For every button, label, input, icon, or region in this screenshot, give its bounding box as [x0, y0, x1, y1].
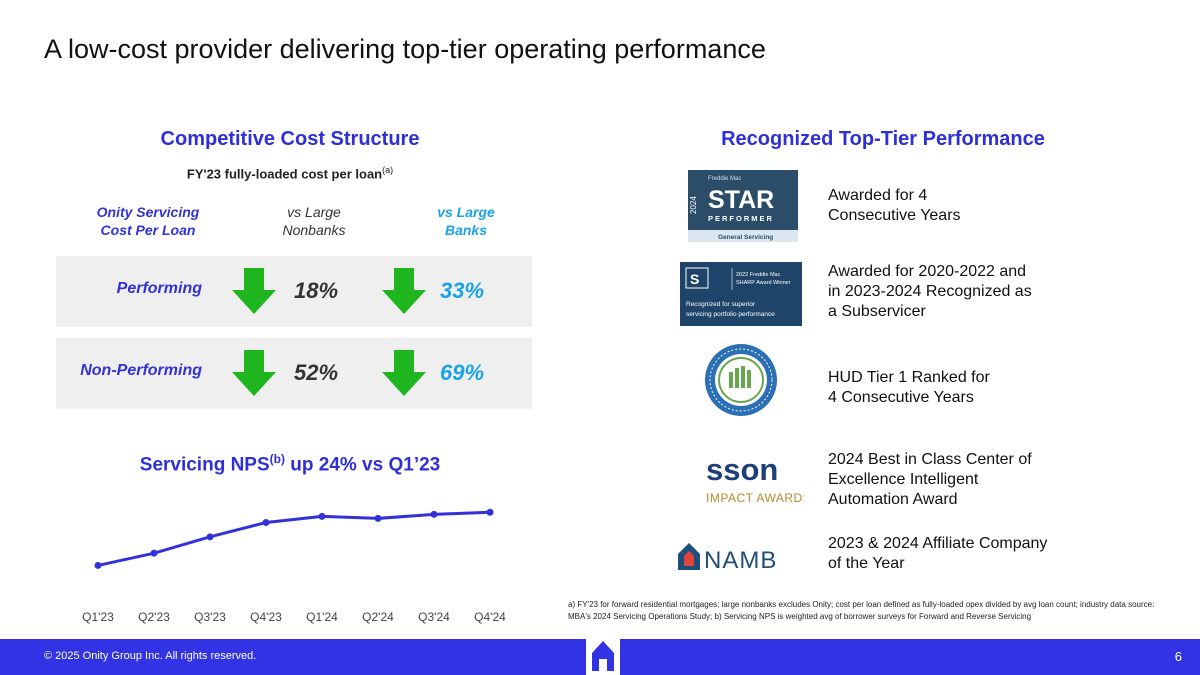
award-text: Awarded for 2020-2022 and in 2023-2024 R…	[828, 263, 1032, 320]
row-non-performing: Non-Performing 52% 69%	[56, 338, 532, 409]
row-performing: Performing 18% 33%	[56, 256, 532, 327]
down-arrow-icon	[382, 350, 426, 396]
recognition-heading: Recognized Top-Tier Performance	[721, 128, 1045, 150]
svg-text:S: S	[690, 271, 699, 287]
freddie-mac-sharp-badge-icon: S 2022 Freddie Mac SHARP Award Winner Re…	[680, 262, 802, 326]
nps-data-point	[150, 549, 158, 557]
nps-data-point	[430, 510, 438, 518]
nps-line-chart: Q1'23 Q2'23 Q3'23 Q4'23 Q1'24 Q2'24 Q3'24 Q4'24	[82, 508, 506, 624]
x-tick-label: Q2'24	[362, 610, 394, 624]
nps-data-point	[318, 512, 326, 520]
nps-data-point	[94, 561, 102, 569]
copyright: © 2025 Onity Group Inc. All rights reser…	[44, 650, 257, 662]
cost-per-loan-subheading: FY'23 fully-loaded cost per loan(a)	[186, 165, 394, 182]
award-text: 2024 Best in Class Center of Excellence …	[828, 451, 1032, 508]
x-tick-label: Q1'23	[82, 610, 114, 624]
nps-data-point	[206, 533, 214, 541]
svg-text:2024: 2024	[689, 196, 698, 214]
footnote: a) FY'23 for forward residential mortgag…	[568, 600, 1155, 621]
col-header-banks: vs Large Banks	[437, 204, 495, 238]
sson-impact-awards-logo-icon: sson IMPACT AWARDS	[706, 452, 804, 505]
svg-text:PERFORMER: PERFORMER	[708, 214, 774, 223]
svg-text:NAMB: NAMB	[704, 547, 777, 574]
namb-logo-icon: NAMB	[678, 543, 777, 574]
award-text: 2023 & 2024 Affiliate Company of the Yea…	[828, 535, 1048, 572]
nps-data-point	[486, 508, 494, 516]
col-header-onity: Onity Servicing Cost Per Loan	[96, 204, 200, 238]
cost-structure-heading: Competitive Cost Structure	[160, 128, 420, 150]
page-number: 6	[1174, 649, 1182, 664]
svg-text:General Servicing: General Servicing	[718, 234, 773, 241]
award-item: NAMB 2023 & 2024 Affiliate Company of th…	[668, 534, 1188, 578]
svg-text:2022 Freddie Mac: 2022 Freddie Mac	[736, 272, 781, 278]
nps-heading: Servicing NPS(b) up 24% vs Q1’23	[139, 452, 441, 476]
nps-data-point	[374, 514, 382, 522]
svg-text:sson: sson	[706, 452, 778, 487]
award-item: S 2022 Freddie Mac SHARP Award Winner Re…	[668, 262, 1188, 328]
x-tick-label: Q4'24	[474, 610, 506, 624]
award-item: sson IMPACT AWARDS 2024 Best in Class Ce…	[668, 450, 1188, 510]
x-tick-label: Q2'23	[138, 610, 170, 624]
svg-text:STAR: STAR	[708, 186, 774, 214]
svg-text:SHARP Award Winner: SHARP Award Winner	[736, 280, 791, 286]
down-arrow-icon	[382, 268, 426, 314]
onity-house-logo-icon	[586, 631, 620, 675]
award-text: Awarded for 4 Consecutive Years	[828, 187, 961, 224]
nps-series-line	[97, 510, 491, 567]
slide-title: A low-cost provider delivering top-tier …	[44, 34, 766, 64]
col-header-nonbanks: vs Large Nonbanks	[282, 204, 346, 238]
down-arrow-icon	[232, 268, 276, 314]
x-tick-label: Q1'24	[306, 610, 338, 624]
svg-text:Freddie Mac: Freddie Mac	[708, 176, 741, 182]
pct-vs-banks: 69%	[440, 360, 485, 385]
award-item: HUD Tier 1 Ranked for 4 Consecutive Year…	[668, 342, 1188, 420]
x-tick-label: Q3'23	[194, 610, 226, 624]
star-performer-badge-icon: Freddie Mac 2024 STAR PERFORMER General …	[688, 170, 798, 242]
nps-data-point	[262, 519, 270, 526]
svg-text:Recognized for superior: Recognized for superior	[686, 301, 756, 308]
pct-vs-nonbanks: 52%	[294, 360, 339, 385]
x-tick-label: Q3'24	[418, 610, 450, 624]
row-label: Non-Performing	[80, 362, 202, 379]
row-label: Performing	[116, 280, 202, 297]
down-arrow-icon	[232, 350, 276, 396]
pct-vs-nonbanks: 18%	[294, 278, 339, 303]
x-tick-label: Q4'23	[250, 610, 282, 624]
svg-text:servicing portfolio performanc: servicing portfolio performance	[686, 311, 775, 318]
award-item: Freddie Mac 2024 STAR PERFORMER General …	[668, 170, 1188, 244]
pct-vs-banks: 33%	[440, 278, 485, 303]
footer-bar: © 2025 Onity Group Inc. All rights reser…	[0, 631, 1200, 675]
award-text: HUD Tier 1 Ranked for 4 Consecutive Year…	[828, 369, 990, 406]
hud-seal-icon	[705, 344, 777, 416]
svg-text:IMPACT AWARDS: IMPACT AWARDS	[706, 491, 804, 505]
